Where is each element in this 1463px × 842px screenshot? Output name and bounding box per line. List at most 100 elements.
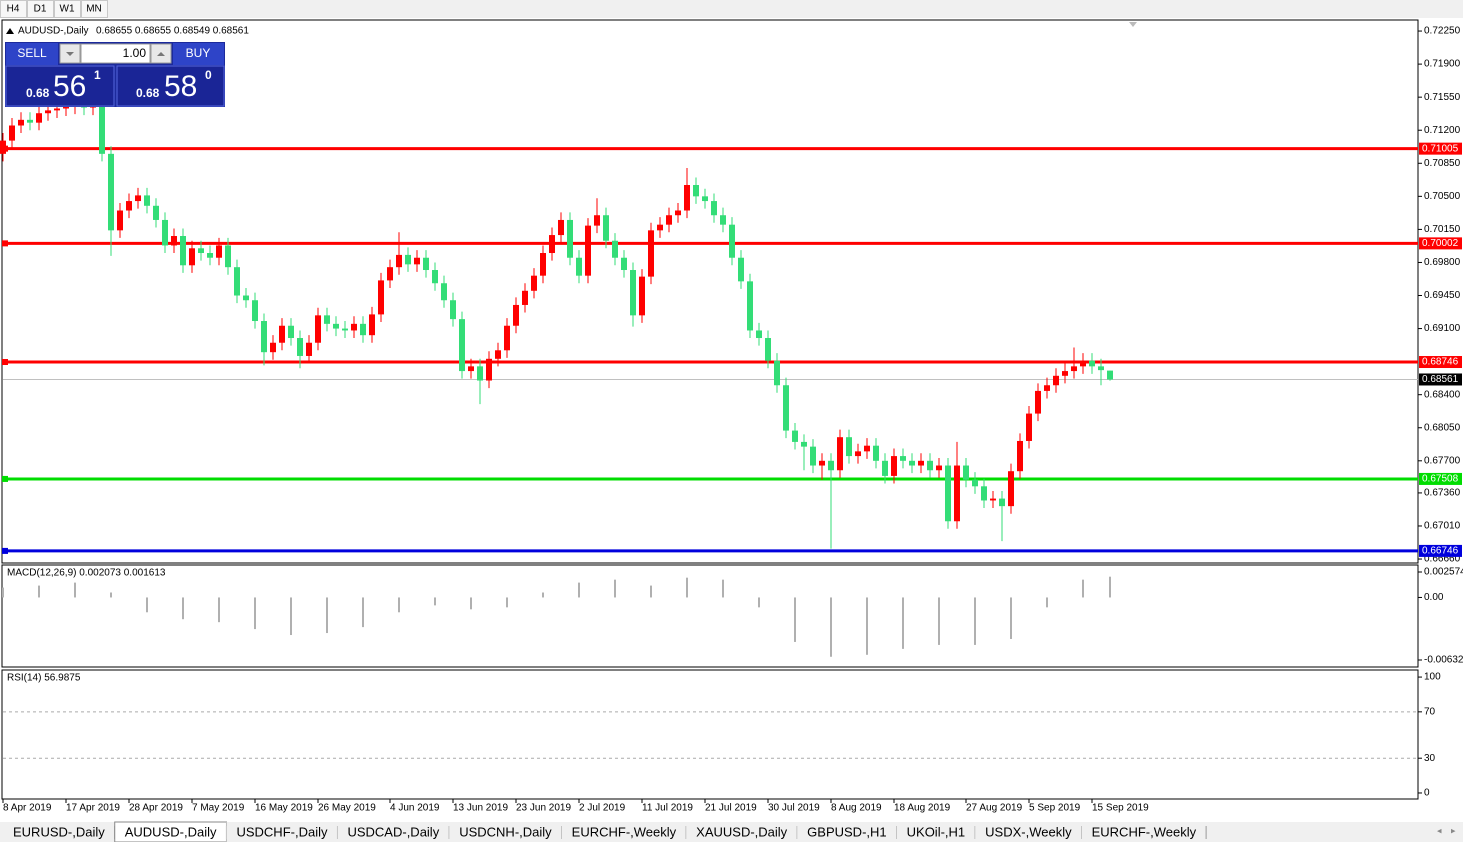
buy-label[interactable]: BUY (186, 46, 211, 60)
timeframe-label[interactable]: D1 (34, 4, 47, 15)
candle-body (405, 254, 411, 265)
candle-body (567, 219, 573, 258)
candle-body (648, 230, 654, 277)
candle-body (540, 253, 546, 276)
tab[interactable] (226, 822, 338, 842)
candle-body (594, 215, 600, 226)
candle-body (612, 240, 618, 258)
candle-body (369, 314, 375, 336)
toolbar (0, 0, 1463, 18)
level-anchor (2, 240, 8, 247)
macd-bar (650, 585, 652, 598)
candle-body (504, 325, 510, 351)
y-tick-label: 0.66660 (1424, 554, 1461, 565)
timeframe-button[interactable] (0, 0, 27, 18)
timeframe-button[interactable] (81, 0, 108, 18)
candle-body (252, 300, 258, 322)
tab-label[interactable]: EURUSD-,Daily (13, 824, 105, 839)
x-tick-label: 11 Jul 2019 (642, 803, 693, 814)
candle-body (990, 498, 996, 501)
current-price-bg (1419, 373, 1462, 386)
candle-body (351, 323, 357, 331)
tab-label[interactable]: AUDUSD-,Daily (125, 824, 217, 839)
candle-body (801, 441, 807, 447)
lot-value[interactable]: 1.00 (123, 46, 147, 60)
y-tick-label: 0.69800 (1424, 257, 1461, 268)
tab-label[interactable]: UKOil-,H1 (907, 824, 966, 839)
timeframe-label[interactable]: H4 (7, 4, 20, 15)
tab-label[interactable]: XAUUSD-,Daily (696, 824, 788, 839)
y-tick-label: 30 (1424, 753, 1436, 764)
tab-label[interactable]: EURCHF-,Weekly (572, 824, 677, 839)
candle-body (675, 210, 681, 216)
candle-body (45, 110, 51, 114)
candle-body (54, 108, 60, 111)
level-label: 0.67508 (1422, 474, 1459, 485)
x-tick-label: 28 Apr 2019 (129, 803, 183, 814)
tab[interactable] (797, 822, 897, 842)
tab[interactable] (686, 822, 798, 842)
tab-label[interactable]: USDCAD-,Daily (347, 824, 439, 839)
candle-body (1044, 385, 1050, 391)
tab-label[interactable]: EURCHF-,Weekly (1092, 824, 1197, 839)
candle-body (126, 201, 132, 211)
tab[interactable] (975, 822, 1082, 842)
buy-button[interactable] (173, 43, 224, 65)
timeframe-button[interactable] (27, 0, 54, 18)
chart-title: AUDUSD-,Daily (18, 26, 89, 37)
one-click-trading: SELL 1.00 BUY 0.68 56 1 0.68 58 0 (5, 42, 225, 107)
level-label-bg (1419, 544, 1462, 557)
tab[interactable] (337, 822, 450, 842)
level-label-bg (1419, 142, 1462, 155)
candle-body (963, 465, 969, 480)
level-anchor (2, 359, 8, 366)
level-label: 0.66746 (1422, 546, 1459, 557)
candle-body (909, 460, 915, 466)
tab[interactable] (561, 822, 687, 842)
macd-bar (398, 597, 400, 613)
bid-box[interactable] (5, 65, 115, 107)
macd-bar (218, 597, 220, 623)
macd-bar (686, 577, 688, 598)
scroll-left[interactable]: ◂ (1437, 825, 1442, 835)
y-tick-label: 0.67360 (1424, 488, 1461, 499)
timeframe-button[interactable] (54, 0, 81, 18)
y-tick-label: 0.71200 (1424, 125, 1461, 136)
macd-bar (110, 592, 112, 598)
scroll-right[interactable]: ▸ (1451, 825, 1456, 835)
tab[interactable] (896, 822, 976, 842)
tab[interactable] (449, 822, 562, 842)
candle-body (639, 276, 645, 316)
candle-body (297, 338, 303, 356)
collapse-icon (6, 28, 14, 34)
candle-body (144, 195, 150, 206)
sell-button[interactable] (6, 43, 58, 65)
timeframe-label[interactable]: W1 (60, 4, 75, 15)
lot-input[interactable] (80, 43, 151, 64)
macd-bar (470, 597, 472, 610)
candle-body (738, 257, 744, 282)
x-tick-label: 17 Apr 2019 (66, 803, 120, 814)
macd-bar (434, 597, 436, 606)
ask-box[interactable] (116, 65, 225, 107)
sell-label[interactable]: SELL (17, 46, 47, 60)
tab-label[interactable]: USDCHF-,Daily (236, 824, 328, 839)
tab-label[interactable]: USDCNH-,Daily (459, 824, 552, 839)
tab-label[interactable]: GBPUSD-,H1 (807, 824, 886, 839)
macd-bar (38, 585, 40, 598)
y-tick-label: 0.67700 (1424, 455, 1461, 466)
timeframe-label[interactable]: MN (86, 4, 102, 15)
tab[interactable] (3, 822, 115, 842)
candle-body (1089, 360, 1095, 367)
candle-body (279, 325, 285, 343)
candle-body (171, 236, 177, 246)
candle-body (945, 465, 951, 522)
y-tick-label: 0.71550 (1424, 92, 1461, 103)
macd-bar (1109, 576, 1111, 598)
candle-body (1008, 471, 1014, 507)
tab-label[interactable]: USDX-,Weekly (985, 824, 1072, 839)
candle-body (657, 224, 663, 231)
y-tick-label: 0.67010 (1424, 521, 1461, 532)
tab[interactable] (1081, 822, 1207, 842)
candle-body (774, 360, 780, 386)
